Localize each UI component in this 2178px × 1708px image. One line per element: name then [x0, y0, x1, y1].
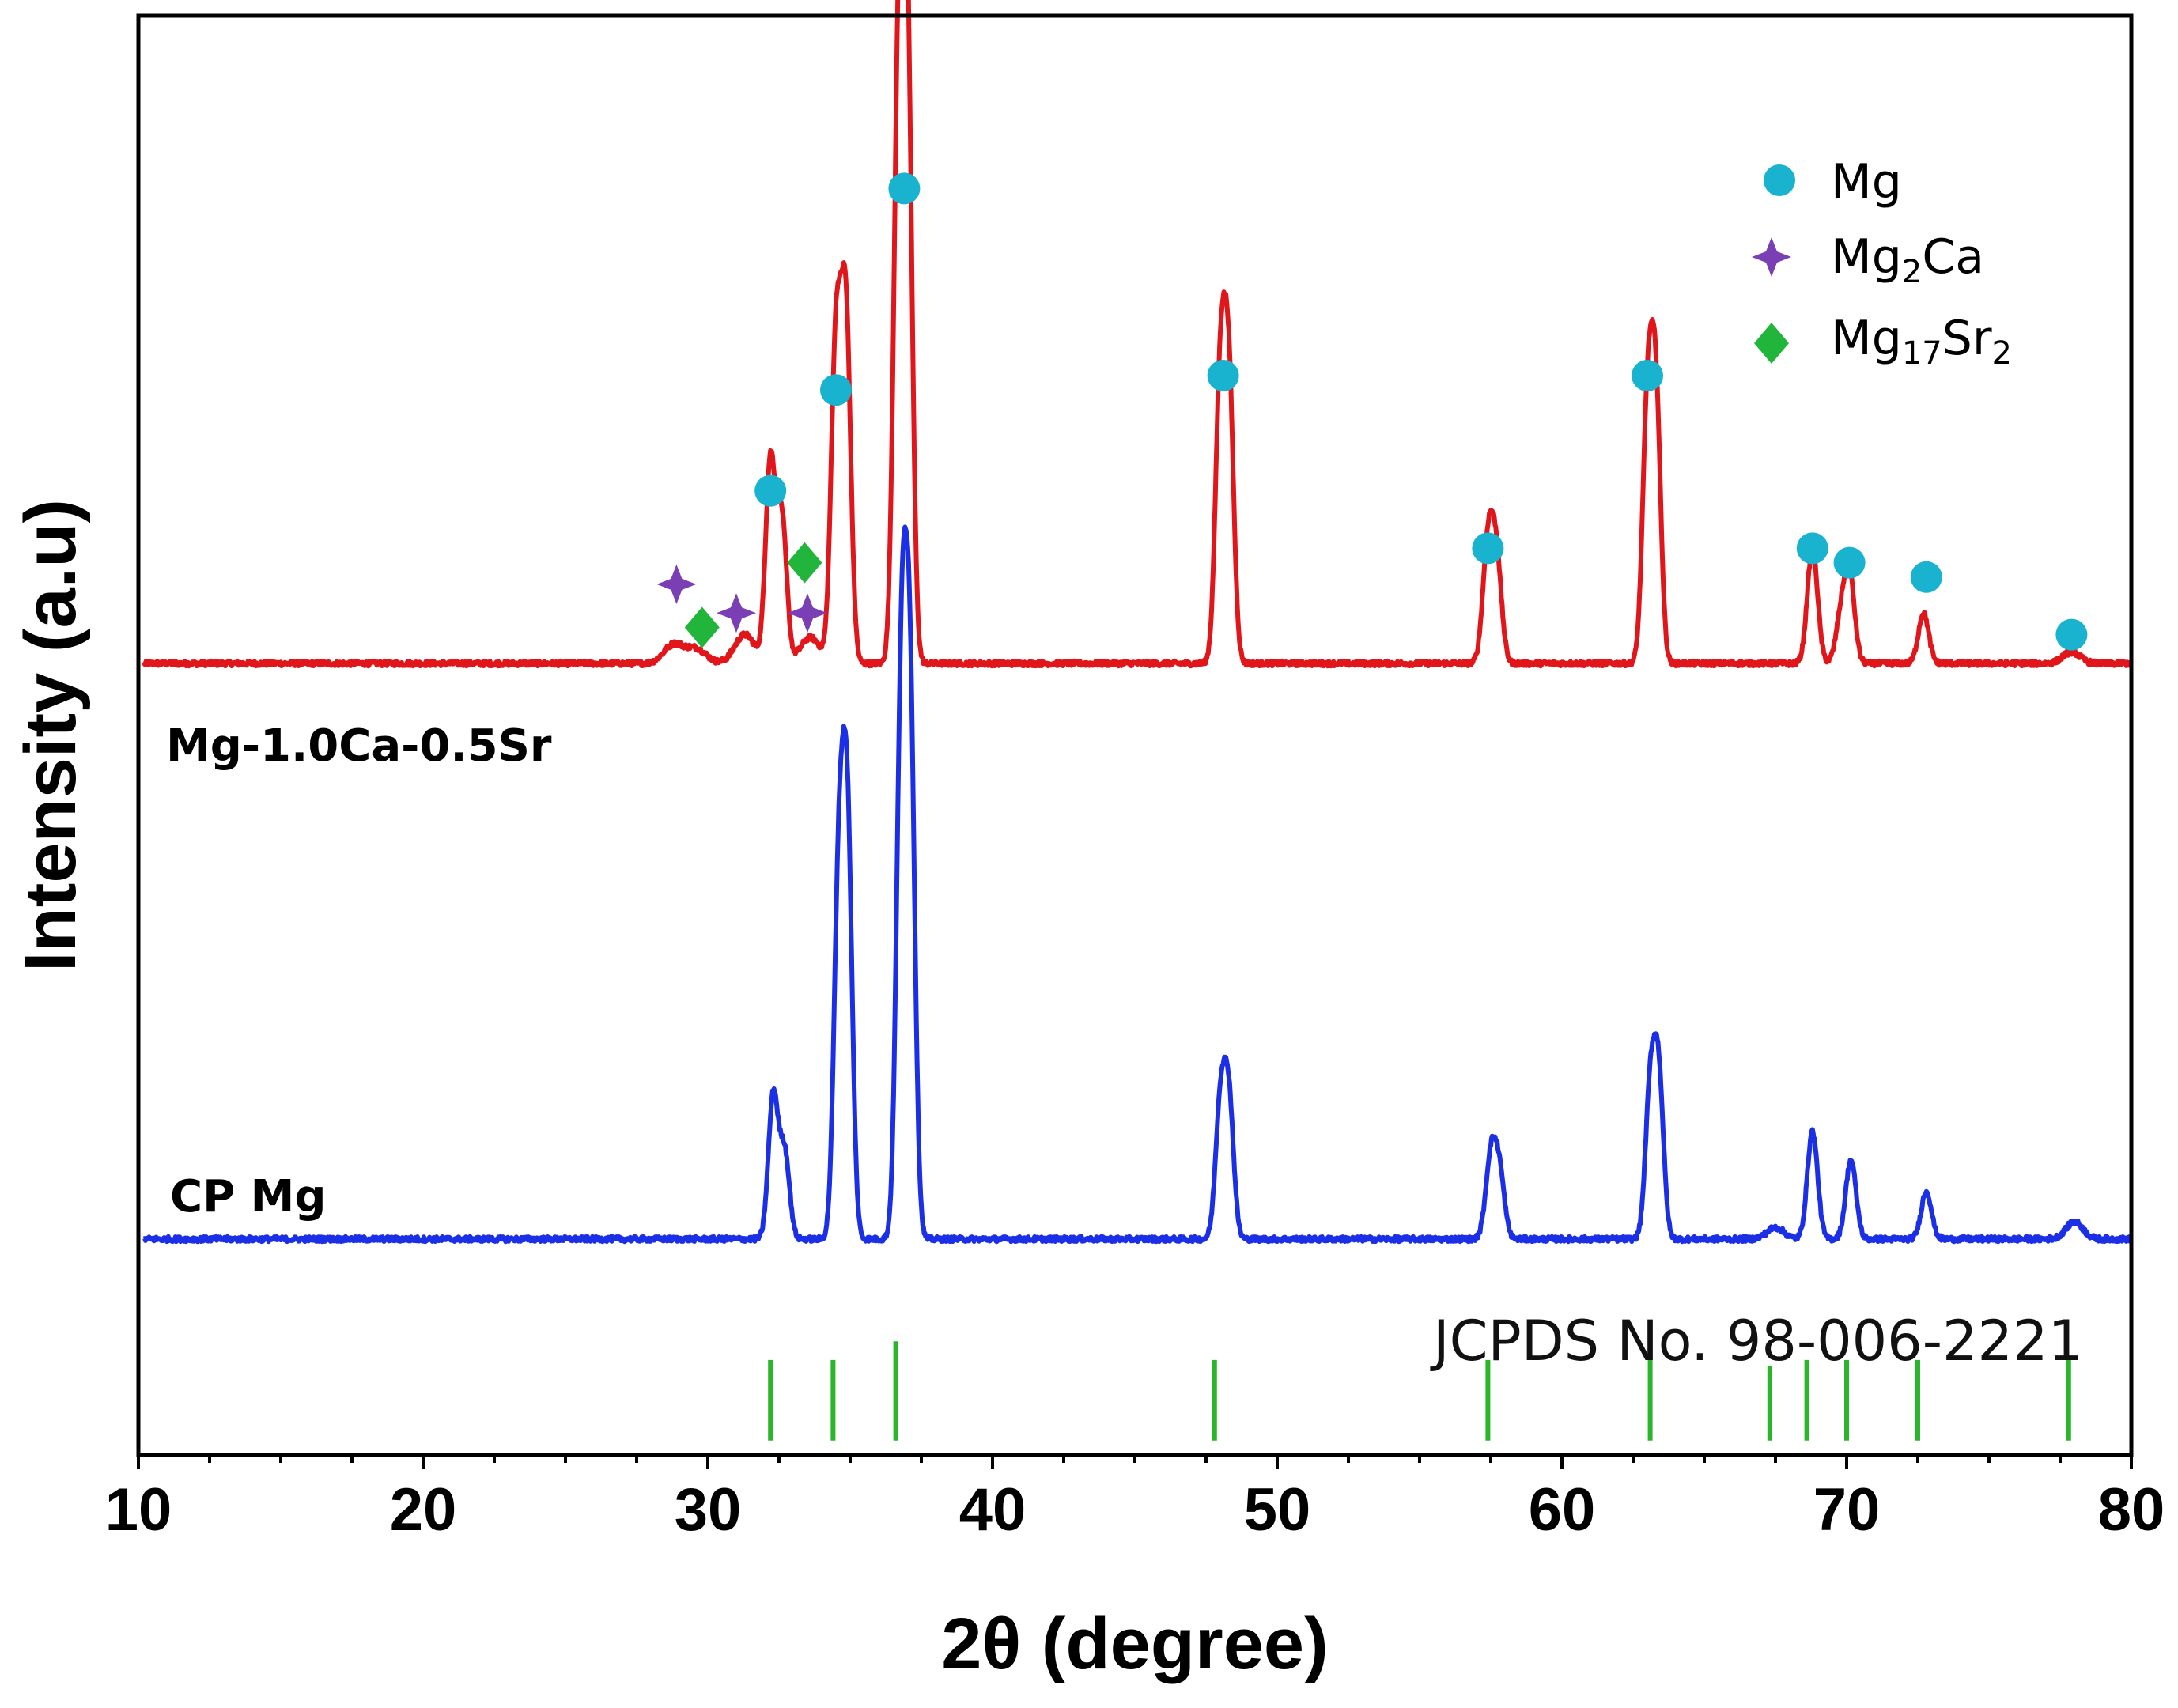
series-line-cp-mg [142, 524, 2134, 1245]
mg-peak-marker [1207, 360, 1239, 391]
mg2ca-peak-marker [788, 593, 827, 633]
series-label-cp-mg: CP Mg [170, 1171, 326, 1222]
mg-peak-marker [1910, 561, 1942, 593]
x-tick-label: 80 [2098, 1476, 2165, 1544]
x-axis-ticks: 10 20 30 40 50 60 70 80 [105, 1455, 2165, 1544]
mg17sr2-peak-marker [684, 606, 720, 648]
legend-mg17sr2-label: Mg17Sr2 [1831, 311, 2012, 372]
mg-peak-marker [754, 474, 787, 507]
series-label-alloy: Mg-1.0Ca-0.5Sr [166, 720, 552, 772]
series-layer [142, 0, 2134, 1245]
legend-mg2ca-marker [1752, 237, 1791, 277]
x-tick-label: 30 [675, 1476, 742, 1544]
reference-layer [768, 1341, 2071, 1441]
mg-peak-marker [888, 172, 921, 205]
x-tick-label: 70 [1813, 1476, 1881, 1544]
y-axis-title: Intensity (a.u) [10, 499, 91, 972]
mg-peak-marker [1833, 546, 1866, 579]
mg-peak-marker [1632, 360, 1663, 391]
legend-mg-marker [1764, 164, 1795, 196]
x-tick-label: 40 [959, 1476, 1027, 1544]
x-axis-title: 2θ (degree) [941, 1604, 1328, 1684]
legend: Mg Mg2Ca Mg17Sr2 [1752, 154, 2012, 372]
legend-mg17sr2-marker [1754, 323, 1789, 364]
x-tick-label: 50 [1244, 1476, 1311, 1544]
mg-peak-marker [2055, 618, 2088, 651]
x-tick-label: 60 [1529, 1476, 1596, 1544]
mg17sr2-peak-marker [787, 542, 822, 584]
mg2ca-peak-marker [656, 564, 697, 604]
phase-marker-layer [656, 172, 2088, 651]
mg-peak-marker [1796, 532, 1828, 565]
series-line-mg-ca-sr [142, 0, 2133, 669]
mg-peak-marker [820, 374, 852, 406]
mg2ca-peak-marker [717, 593, 756, 633]
legend-mg-label: Mg [1831, 154, 1902, 210]
reference-label: JCPDS No. 98-006-2221 [1430, 1309, 2083, 1374]
x-tick-label: 10 [105, 1476, 172, 1544]
x-tick-label: 20 [390, 1476, 457, 1544]
mg-peak-marker [1472, 532, 1504, 565]
legend-mg2ca-label: Mg2Ca [1831, 229, 1984, 290]
